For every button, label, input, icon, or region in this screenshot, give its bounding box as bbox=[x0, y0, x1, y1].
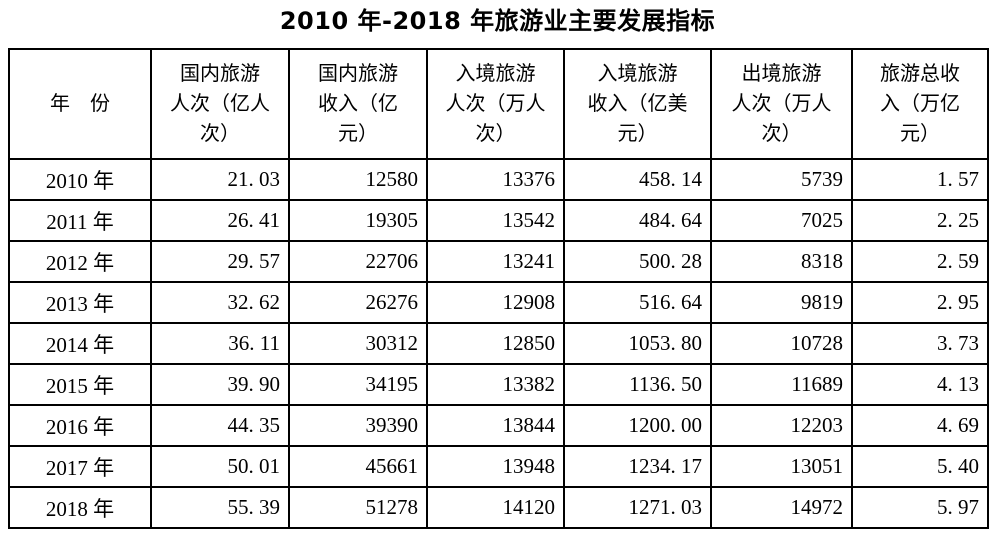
cell-year: 2012 年 bbox=[8, 240, 152, 283]
col-header-domestic-revenue: 国内旅游 收入（亿 元） bbox=[288, 48, 428, 160]
col-header-domestic-trips: 国内旅游 人次（亿人 次） bbox=[150, 48, 290, 160]
cell-value: 1053. 80 bbox=[563, 322, 712, 365]
table-row: 2012 年 29. 57 22706 13241 500. 28 8318 2… bbox=[8, 240, 989, 283]
cell-value: 13844 bbox=[426, 404, 565, 447]
table-row: 2016 年 44. 35 39390 13844 1200. 00 12203… bbox=[8, 404, 989, 447]
cell-value: 458. 14 bbox=[563, 158, 712, 201]
cell-value: 14972 bbox=[710, 486, 853, 529]
table-row: 2013 年 32. 62 26276 12908 516. 64 9819 2… bbox=[8, 281, 989, 324]
cell-value: 8318 bbox=[710, 240, 853, 283]
cell-value: 516. 64 bbox=[563, 281, 712, 324]
cell-value: 9819 bbox=[710, 281, 853, 324]
cell-year: 2015 年 bbox=[8, 363, 152, 406]
cell-value: 3. 73 bbox=[851, 322, 989, 365]
table-row: 2014 年 36. 11 30312 12850 1053. 80 10728… bbox=[8, 322, 989, 365]
table-row: 2017 年 50. 01 45661 13948 1234. 17 13051… bbox=[8, 445, 989, 488]
cell-value: 13376 bbox=[426, 158, 565, 201]
cell-year: 2016 年 bbox=[8, 404, 152, 447]
cell-value: 13948 bbox=[426, 445, 565, 488]
cell-year: 2018 年 bbox=[8, 486, 152, 529]
cell-value: 12908 bbox=[426, 281, 565, 324]
cell-value: 30312 bbox=[288, 322, 428, 365]
cell-value: 5739 bbox=[710, 158, 853, 201]
cell-value: 2. 95 bbox=[851, 281, 989, 324]
cell-value: 1. 57 bbox=[851, 158, 989, 201]
cell-value: 19305 bbox=[288, 199, 428, 242]
cell-value: 21. 03 bbox=[150, 158, 290, 201]
col-header-inbound-revenue: 入境旅游 收入（亿美 元） bbox=[563, 48, 712, 160]
col-header-total-revenue: 旅游总收 入（万亿 元） bbox=[851, 48, 989, 160]
cell-value: 1136. 50 bbox=[563, 363, 712, 406]
cell-value: 13542 bbox=[426, 199, 565, 242]
cell-value: 13241 bbox=[426, 240, 565, 283]
cell-value: 14120 bbox=[426, 486, 565, 529]
cell-value: 55. 39 bbox=[150, 486, 290, 529]
cell-value: 32. 62 bbox=[150, 281, 290, 324]
cell-value: 10728 bbox=[710, 322, 853, 365]
cell-value: 29. 57 bbox=[150, 240, 290, 283]
cell-value: 50. 01 bbox=[150, 445, 290, 488]
cell-value: 4. 69 bbox=[851, 404, 989, 447]
cell-value: 2. 59 bbox=[851, 240, 989, 283]
table-row: 2011 年 26. 41 19305 13542 484. 64 7025 2… bbox=[8, 199, 989, 242]
cell-value: 12203 bbox=[710, 404, 853, 447]
cell-value: 26276 bbox=[288, 281, 428, 324]
cell-value: 22706 bbox=[288, 240, 428, 283]
table-row: 2010 年 21. 03 12580 13376 458. 14 5739 1… bbox=[8, 158, 989, 201]
cell-value: 500. 28 bbox=[563, 240, 712, 283]
cell-year: 2017 年 bbox=[8, 445, 152, 488]
cell-year: 2011 年 bbox=[8, 199, 152, 242]
cell-value: 484. 64 bbox=[563, 199, 712, 242]
cell-value: 1271. 03 bbox=[563, 486, 712, 529]
cell-year: 2014 年 bbox=[8, 322, 152, 365]
cell-value: 34195 bbox=[288, 363, 428, 406]
cell-value: 51278 bbox=[288, 486, 428, 529]
col-header-inbound-trips: 入境旅游 人次（万人 次） bbox=[426, 48, 565, 160]
cell-value: 39. 90 bbox=[150, 363, 290, 406]
cell-value: 5. 97 bbox=[851, 486, 989, 529]
header-row: 年 份 国内旅游 人次（亿人 次） 国内旅游 收入（亿 元） 入境旅游 人次（万… bbox=[8, 48, 989, 160]
cell-value: 39390 bbox=[288, 404, 428, 447]
cell-value: 1234. 17 bbox=[563, 445, 712, 488]
cell-value: 4. 13 bbox=[851, 363, 989, 406]
cell-value: 36. 11 bbox=[150, 322, 290, 365]
cell-value: 45661 bbox=[288, 445, 428, 488]
col-header-year: 年 份 bbox=[8, 48, 152, 160]
cell-year: 2013 年 bbox=[8, 281, 152, 324]
cell-value: 12580 bbox=[288, 158, 428, 201]
col-header-outbound-trips: 出境旅游 人次（万人 次） bbox=[710, 48, 853, 160]
table-row: 2018 年 55. 39 51278 14120 1271. 03 14972… bbox=[8, 486, 989, 529]
cell-value: 26. 41 bbox=[150, 199, 290, 242]
table-row: 2015 年 39. 90 34195 13382 1136. 50 11689… bbox=[8, 363, 989, 406]
cell-value: 5. 40 bbox=[851, 445, 989, 488]
cell-value: 13382 bbox=[426, 363, 565, 406]
cell-value: 13051 bbox=[710, 445, 853, 488]
cell-value: 11689 bbox=[710, 363, 853, 406]
cell-year: 2010 年 bbox=[8, 158, 152, 201]
cell-value: 1200. 00 bbox=[563, 404, 712, 447]
page-title: 2010 年-2018 年旅游业主要发展指标 bbox=[279, 7, 716, 35]
cell-value: 12850 bbox=[426, 322, 565, 365]
cell-value: 2. 25 bbox=[851, 199, 989, 242]
tourism-indicators-table: 年 份 国内旅游 人次（亿人 次） 国内旅游 收入（亿 元） 入境旅游 人次（万… bbox=[8, 48, 989, 529]
cell-value: 44. 35 bbox=[150, 404, 290, 447]
cell-value: 7025 bbox=[710, 199, 853, 242]
